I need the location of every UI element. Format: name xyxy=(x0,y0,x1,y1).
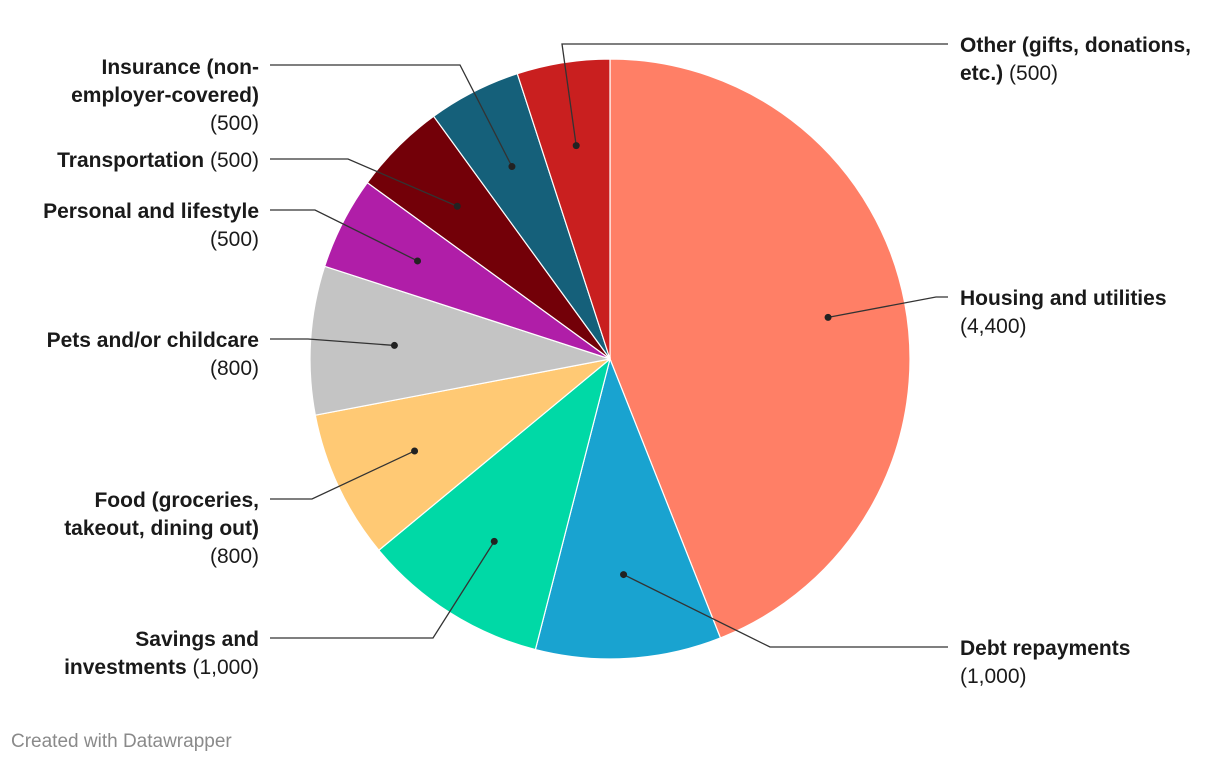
datawrapper-credit: Created with Datawrapper xyxy=(11,731,232,752)
slice-label-personal-and-lifestyle: Personal and lifestyle (500) xyxy=(43,200,259,251)
slice-label-pets-and-or-childcare: Pets and/or childcare (800) xyxy=(47,329,259,380)
leader-line-debt-repayments xyxy=(623,573,948,648)
leader-line-pets-and-or-childcare xyxy=(270,338,395,347)
leader-dot-insurance-non-employer-covered xyxy=(508,163,516,171)
leader-dot-debt-repayments xyxy=(620,571,628,579)
leader-dot-pets-and-or-childcare xyxy=(390,341,398,349)
leader-lines xyxy=(270,43,948,648)
slice-label-savings-and-investments: Savings and investments (1,000) xyxy=(64,628,259,679)
leader-dot-personal-and-lifestyle xyxy=(414,257,422,265)
slice-label-insurance-non-employer-covered: Insurance (non-employer-covered) (500) xyxy=(71,56,259,135)
leader-dot-housing-and-utilities xyxy=(824,313,832,321)
leader-dot-savings-and-investments xyxy=(490,537,498,545)
leader-line-transportation xyxy=(270,158,458,207)
leader-line-insurance-non-employer-covered xyxy=(270,64,513,167)
leader-line-personal-and-lifestyle xyxy=(270,209,418,262)
slice-label-housing-and-utilities: Housing and utilities (4,400) xyxy=(960,287,1167,338)
leader-line-housing-and-utilities xyxy=(827,296,948,319)
slice-other-gifts-donations-etc xyxy=(516,58,611,360)
slice-pets-and-or-childcare xyxy=(309,265,611,416)
slice-label-food-groceries-takeout-dining-out: Food (groceries, takeout, dining out) (800… xyxy=(64,489,259,568)
slice-label-transportation: Transportation (500) xyxy=(57,149,259,172)
leader-dot-other-gifts-donations-etc xyxy=(572,142,580,150)
slice-labels: Housing and utilities (4,400) Debt repayme… xyxy=(43,34,1191,688)
slice-debt-repayments xyxy=(534,357,722,660)
slice-label-debt-repayments: Debt repayments (1,000) xyxy=(960,637,1130,688)
slice-label-other-gifts-donations-etc: Other (gifts, donations, etc.) (500) xyxy=(960,34,1191,85)
leader-line-savings-and-investments xyxy=(270,541,495,639)
leader-line-food-groceries-takeout-dining-out xyxy=(270,450,415,500)
pie-slices xyxy=(309,58,911,660)
leader-dot-transportation xyxy=(453,202,461,210)
leader-dot-food-groceries-takeout-dining-out xyxy=(411,447,419,455)
leader-line-other-gifts-donations-etc xyxy=(561,43,948,146)
